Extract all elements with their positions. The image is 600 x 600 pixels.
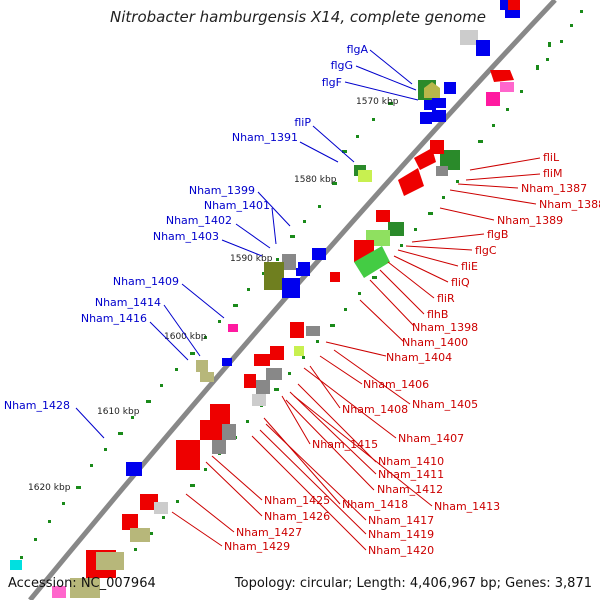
gene-label-nham-1408[interactable]: Nham_1408	[342, 403, 408, 416]
gene-label-nham-1410[interactable]: Nham_1410	[378, 455, 444, 468]
scale-label-1620: 1620 kbp	[28, 483, 71, 493]
scale-label-1600: 1600 kbp	[164, 332, 207, 342]
gene-label-nham-1399[interactable]: Nham_1399	[189, 184, 255, 197]
gene-label-flga[interactable]: flgA	[347, 43, 369, 56]
gene-label-flim[interactable]: fliM	[543, 167, 562, 180]
gene-label-nham-1402[interactable]: Nham_1402	[166, 214, 232, 227]
gene-label-flil[interactable]: fliL	[543, 151, 560, 164]
gene-label-nham-1427[interactable]: Nham_1427	[236, 526, 302, 539]
topology-text: Topology: circular; Length: 4,406,967 bp…	[234, 576, 592, 591]
gene-label-nham-1398[interactable]: Nham_1398	[412, 321, 478, 334]
gene-label-flgb[interactable]: flgB	[487, 228, 508, 241]
gene-label-nham-1425[interactable]: Nham_1425	[264, 494, 330, 507]
map-title: Nitrobacter hamburgensis X14, complete g…	[110, 8, 486, 26]
gene-label-nham-1426[interactable]: Nham_1426	[264, 510, 330, 523]
gene-label-nham-1391[interactable]: Nham_1391	[232, 131, 298, 144]
gene-label-nham-1414[interactable]: Nham_1414	[95, 296, 161, 309]
scale-label-1570: 1570 kbp	[356, 97, 399, 107]
gene-label-nham-1401[interactable]: Nham_1401	[204, 199, 270, 212]
gene-label-nham-1420[interactable]: Nham_1420	[368, 544, 434, 557]
gene-label-flie[interactable]: fliE	[461, 260, 478, 273]
scale-label-1590: 1590 kbp	[230, 254, 273, 264]
gene-label-nham-1404[interactable]: Nham_1404	[386, 351, 452, 364]
scale-label-1610: 1610 kbp	[97, 407, 140, 417]
reverse-leaders	[171, 157, 541, 551]
gene-label-nham-1387[interactable]: Nham_1387	[521, 182, 587, 195]
gene-label-nham-1429[interactable]: Nham_1429	[224, 540, 290, 553]
gene-label-nham-1405[interactable]: Nham_1405	[412, 398, 478, 411]
gene-label-nham-1403[interactable]: Nham_1403	[153, 230, 219, 243]
gene-label-nham-1418[interactable]: Nham_1418	[342, 498, 408, 511]
reverse-genes	[52, 0, 520, 598]
gene-label-flhb[interactable]: flhB	[427, 308, 448, 321]
gene-label-flip[interactable]: fliP	[294, 116, 311, 129]
gene-label-nham-1409[interactable]: Nham_1409	[113, 275, 179, 288]
gene-label-flir[interactable]: fliR	[437, 292, 455, 305]
gene-label-nham-1412[interactable]: Nham_1412	[377, 483, 443, 496]
scale-labels: 1570 kbp 1580 kbp 1590 kbp 1600 kbp 1610…	[28, 97, 399, 493]
gene-label-nham-1428[interactable]: Nham_1428	[4, 399, 70, 412]
gene-label-nham-1415[interactable]: Nham_1415	[312, 438, 378, 451]
forward-genes	[10, 0, 520, 570]
gene-label-nham-1389[interactable]: Nham_1389	[497, 214, 563, 227]
scale-label-1580: 1580 kbp	[294, 175, 337, 185]
accession-text: Accession: NC_007964	[8, 576, 156, 591]
gene-label-flgg[interactable]: flgG	[331, 59, 353, 72]
gene-label-flgc[interactable]: flgC	[475, 244, 497, 257]
gene-label-nham-1411[interactable]: Nham_1411	[378, 468, 444, 481]
gene-label-nham-1407[interactable]: Nham_1407	[398, 432, 464, 445]
reverse-labels: fliL fliM Nham_1387 Nham_1388 Nham_1389 …	[224, 151, 600, 557]
gene-label-flgf[interactable]: flgF	[322, 76, 342, 89]
gene-label-nham-1400[interactable]: Nham_1400	[402, 336, 468, 349]
gene-label-nham-1406[interactable]: Nham_1406	[363, 378, 429, 391]
gene-label-fliq[interactable]: fliQ	[451, 276, 470, 289]
forward-labels: flgA flgG flgF fliP Nham_1391 Nham_1399 …	[4, 43, 369, 412]
genome-backbone	[28, 0, 557, 600]
gene-label-nham-1417[interactable]: Nham_1417	[368, 514, 434, 527]
gene-label-nham-1416[interactable]: Nham_1416	[81, 312, 147, 325]
gene-label-nham-1413[interactable]: Nham_1413	[434, 500, 500, 513]
forward-leaders	[75, 49, 419, 439]
gene-label-nham-1388[interactable]: Nham_1388	[539, 198, 600, 211]
gene-label-nham-1419[interactable]: Nham_1419	[368, 528, 434, 541]
